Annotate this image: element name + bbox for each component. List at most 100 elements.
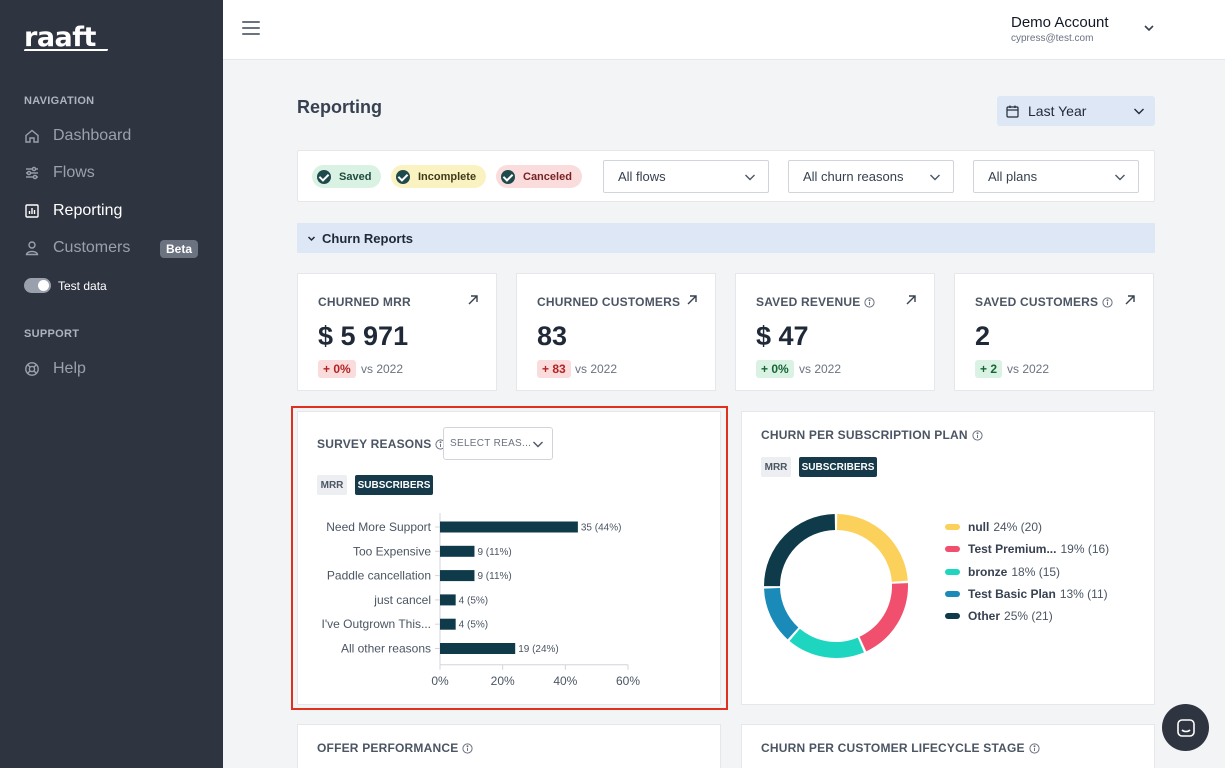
arrow-up-right-icon[interactable] bbox=[467, 294, 479, 306]
chat-icon bbox=[1176, 718, 1195, 737]
logo-underline bbox=[23, 49, 109, 51]
flows-select-value: All flows bbox=[618, 169, 666, 184]
test-data-toggle[interactable] bbox=[24, 278, 51, 293]
churn-reports-toggle[interactable]: Churn Reports bbox=[297, 223, 1155, 253]
calendar-icon bbox=[1006, 105, 1019, 118]
bar[interactable] bbox=[440, 570, 475, 582]
survey-reasons-chart: 0% 20% 40% 60% Need More Support 35 (44%) Too … bbox=[322, 513, 640, 688]
plans-select[interactable]: All plans bbox=[973, 160, 1139, 193]
x-tick-label: 40% bbox=[553, 674, 577, 688]
sidebar-item-customers[interactable]: Customers bbox=[24, 235, 204, 261]
highlight-frame bbox=[291, 406, 728, 710]
survey-reasons-panel bbox=[297, 411, 721, 705]
survey-toggle-subscribers[interactable]: SUBSCRIBERS bbox=[355, 475, 433, 495]
plans-select-value: All plans bbox=[988, 169, 1038, 184]
category-label: I've Outgrown This... bbox=[322, 617, 431, 631]
status-filter-saved[interactable]: Saved bbox=[312, 165, 382, 188]
kpi-card-churned-customers: CHURNED CUSTOMERS 83 + 83 vs 2022 bbox=[516, 273, 716, 391]
bar-data-label: 9 (11%) bbox=[477, 547, 511, 558]
legend-name: Other bbox=[968, 609, 1001, 623]
donut-slice[interactable] bbox=[764, 514, 836, 587]
chevron-down-icon[interactable] bbox=[1143, 22, 1155, 34]
top-bar: Demo Account cypress@test.com bbox=[223, 0, 1225, 60]
chevron-down-icon bbox=[533, 441, 543, 448]
offer-performance-panel bbox=[297, 724, 721, 768]
bar[interactable] bbox=[440, 545, 475, 557]
bar[interactable] bbox=[440, 643, 516, 654]
arrow-up-right-icon[interactable] bbox=[905, 294, 917, 306]
user-icon bbox=[24, 240, 40, 256]
legend-value: 24% (20) bbox=[993, 520, 1043, 534]
legend-name: bronze bbox=[968, 565, 1008, 579]
reason-select[interactable]: SELECT REAS... bbox=[443, 427, 553, 460]
info-icon[interactable] bbox=[462, 742, 474, 754]
info-icon[interactable] bbox=[1029, 742, 1040, 754]
date-range-select[interactable]: Last Year bbox=[997, 96, 1155, 126]
category-label: Need More Support bbox=[326, 520, 431, 534]
kpi-delta-badge: + 0% bbox=[756, 360, 794, 378]
account-name[interactable]: Demo Account bbox=[1011, 14, 1109, 31]
legend-value: 19% (16) bbox=[1060, 542, 1110, 556]
raaft-logo[interactable]: raaft bbox=[24, 22, 96, 53]
sidebar-item-label: Customers bbox=[53, 239, 131, 256]
sidebar-item-dashboard[interactable]: Dashboard bbox=[24, 123, 204, 149]
kpi-card-saved-revenue: SAVED REVENUE $ 47 + 0% vs 2022 bbox=[735, 273, 935, 391]
x-tick-label: 60% bbox=[616, 674, 640, 688]
status-filter-incomplete[interactable]: Incomplete bbox=[391, 165, 487, 188]
kpi-delta-badge: + 0% bbox=[318, 360, 356, 378]
check-icon bbox=[501, 169, 515, 184]
bar[interactable] bbox=[440, 618, 456, 630]
menu-icon[interactable] bbox=[242, 21, 260, 35]
bar[interactable] bbox=[440, 521, 578, 533]
sliders-icon bbox=[24, 165, 40, 181]
chevron-down-icon bbox=[1115, 174, 1125, 181]
donut-slice[interactable] bbox=[789, 628, 864, 658]
arrow-up-right-icon[interactable] bbox=[1124, 294, 1136, 306]
info-icon[interactable] bbox=[972, 429, 983, 441]
chat-launcher-button[interactable] bbox=[1162, 704, 1209, 751]
sidebar-item-reporting[interactable]: Reporting bbox=[24, 198, 204, 224]
chevron-down-icon bbox=[745, 174, 755, 181]
legend-swatch bbox=[945, 524, 960, 530]
kpi-value: $ 5 971 bbox=[318, 321, 409, 351]
sidebar-item-flows[interactable]: Flows bbox=[24, 160, 204, 186]
sidebar-item-label: Dashboard bbox=[53, 127, 132, 144]
legend-value: 18% (15) bbox=[1011, 565, 1061, 579]
survey-toggle-mrr[interactable]: MRR bbox=[317, 475, 347, 495]
legend-name: Test Basic Plan bbox=[968, 587, 1056, 601]
legend-swatch bbox=[945, 591, 960, 597]
page-title: Reporting bbox=[297, 97, 382, 117]
donut-slice[interactable] bbox=[836, 514, 908, 582]
sidebar-item-help[interactable]: Help bbox=[24, 356, 204, 382]
donut-slice[interactable] bbox=[764, 588, 799, 640]
status-filter-canceled[interactable]: Canceled bbox=[496, 165, 582, 188]
info-icon[interactable] bbox=[864, 296, 876, 308]
check-icon bbox=[317, 169, 331, 184]
arrow-up-right-icon[interactable] bbox=[686, 294, 698, 306]
kpi-delta-badge: + 2 bbox=[975, 360, 1003, 378]
chevron-down-icon bbox=[930, 174, 940, 181]
churn-reasons-select[interactable]: All churn reasons bbox=[788, 160, 954, 193]
bar[interactable] bbox=[440, 594, 456, 606]
lifebuoy-icon bbox=[24, 361, 40, 377]
bar-data-label: 9 (11%) bbox=[477, 571, 511, 582]
flows-select[interactable]: All flows bbox=[603, 160, 769, 193]
panel-title: CHURN PER CUSTOMER LIFECYCLE STAGE bbox=[761, 741, 1040, 755]
donut-slice[interactable] bbox=[859, 583, 908, 652]
kpi-label: CHURNED MRR bbox=[318, 295, 411, 309]
kpi-card-churned-mrr: CHURNED MRR $ 5 971 + 0% vs 2022 bbox=[297, 273, 497, 391]
kpi-comparison: vs 2022 bbox=[799, 362, 842, 376]
date-range-value: Last Year bbox=[1028, 103, 1087, 119]
legend-item: Test Premium... 19% (16) bbox=[945, 542, 1109, 556]
home-icon bbox=[24, 128, 40, 144]
chevron-down-icon bbox=[1134, 108, 1144, 115]
legend-name: Test Premium... bbox=[968, 542, 1057, 556]
panel-title: OFFER PERFORMANCE bbox=[317, 741, 474, 755]
subscription-plan-donut bbox=[764, 514, 908, 658]
navigation-heading: NAVIGATION bbox=[24, 95, 95, 107]
test-data-label: Test data bbox=[58, 279, 107, 293]
info-icon[interactable] bbox=[1102, 296, 1113, 308]
plan-toggle-mrr[interactable]: MRR bbox=[761, 457, 791, 477]
section-title: Churn Reports bbox=[322, 230, 413, 246]
plan-toggle-subscribers[interactable]: SUBSCRIBERS bbox=[799, 457, 877, 477]
